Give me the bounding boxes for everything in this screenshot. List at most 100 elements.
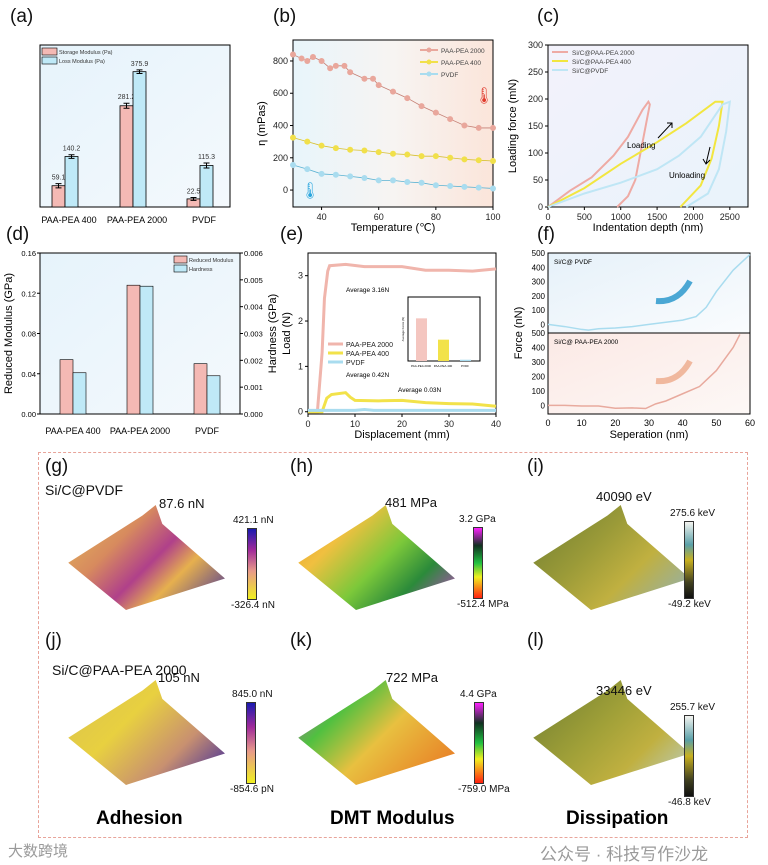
- panel-label-j: (j): [45, 630, 62, 651]
- legend-label: PAA-PEA 400: [346, 351, 389, 358]
- data-point: [370, 75, 376, 82]
- legend-marker: [426, 47, 432, 53]
- x-tick-label: 500: [577, 212, 592, 222]
- y2-tick-label: 0.001: [244, 383, 263, 392]
- annotation-average-pvdf: Average 0.03N: [398, 387, 442, 394]
- inset-y-label: Average Force (N): [401, 317, 405, 342]
- legend-label: Si/C@PAA-PEA 400: [572, 59, 631, 66]
- data-point: [475, 184, 482, 191]
- afm-average-value-i: 40090 eV: [596, 489, 652, 504]
- thermometer-cold-icon: 🌡: [300, 182, 320, 200]
- data-point: [375, 177, 382, 184]
- bar: [199, 165, 214, 208]
- y-tick-label: 200: [532, 372, 546, 381]
- x-axis-label: Displacement (mm): [354, 429, 449, 441]
- data-point: [304, 138, 311, 145]
- data-point: [318, 170, 325, 177]
- series-line-e-0: [308, 262, 497, 414]
- x-tick-label: 20: [397, 419, 407, 429]
- arrow-up-icon: [657, 122, 673, 139]
- colorbar-max-label-h: 3.2 GPa: [459, 514, 496, 525]
- y-tick-label: 100: [532, 387, 546, 396]
- colorbar-h: [473, 527, 483, 599]
- x-tick-label: 10: [350, 419, 360, 429]
- y-tick-label: 200: [532, 292, 546, 301]
- sample-label-pvdf: Si/C@PVDF: [45, 482, 123, 498]
- colorbar-l: [684, 715, 694, 797]
- panel-label-h: (h): [290, 456, 314, 477]
- legend-swatch: [41, 56, 58, 65]
- error-bar: [190, 196, 197, 201]
- y-tick-label: 0.04: [21, 370, 36, 379]
- data-point: [390, 177, 396, 184]
- data-point: [432, 182, 439, 189]
- bar: [72, 372, 87, 415]
- error-bar: [123, 102, 130, 109]
- inset-category-label: PAA-PEA 2000: [411, 364, 431, 368]
- x-tick-label: 0: [305, 419, 310, 429]
- y-tick-label: 0: [541, 401, 546, 410]
- x-tick-label: 1000: [611, 212, 631, 222]
- y2-tick-label: 0.003: [244, 330, 263, 339]
- bar: [126, 284, 141, 415]
- data-label: 281.2: [118, 94, 136, 101]
- bar: [64, 156, 79, 208]
- panel-label-b: (b): [273, 6, 297, 27]
- y-tick-label: 2: [298, 316, 303, 326]
- legend-marker: [426, 59, 432, 65]
- y-tick-label: 100: [532, 306, 546, 315]
- category-label: PVDF: [195, 426, 220, 436]
- afm-average-value-h: 481 MPa: [385, 495, 438, 510]
- y2-tick-label: 0.006: [244, 249, 263, 258]
- bar: [119, 105, 134, 208]
- error-bar: [203, 162, 210, 169]
- inset-category-label: PAA-PEA 400: [434, 364, 453, 368]
- x-tick-label: 40: [678, 418, 688, 428]
- sample-label-paa-pea-2000: Si/C@PAA-PEA 2000: [52, 662, 187, 678]
- legend-swatch: [41, 47, 58, 56]
- colorbar-i: [684, 521, 694, 599]
- x-tick-label: 80: [431, 212, 441, 222]
- panel-sample-label: Si/C@ PVDF: [554, 259, 592, 266]
- y-axis-label: Force (nN): [513, 307, 525, 360]
- data-label: 140.2: [63, 146, 81, 153]
- column-title-dmt-modulus: DMT Modulus: [330, 808, 455, 829]
- y-tick-label: 0: [283, 185, 288, 195]
- series-line-c-1: [547, 100, 724, 208]
- x-tick-label: 0: [545, 418, 550, 428]
- bar: [132, 71, 147, 208]
- bar: [139, 285, 154, 415]
- bar: [59, 359, 74, 415]
- curved-arrow-icon: [655, 279, 693, 305]
- data-point: [290, 51, 296, 58]
- y-tick-label: 300: [532, 358, 546, 367]
- x-tick-label: 40: [491, 419, 501, 429]
- inset-bar: [438, 339, 449, 361]
- afm-average-value-j: 105 nN: [158, 670, 200, 685]
- watermark-wechat: 公众号 · 科技写作沙龙: [540, 845, 709, 864]
- y-tick-label: 200: [273, 153, 288, 163]
- data-point: [290, 134, 296, 141]
- inset-bar: [416, 318, 427, 361]
- x-axis-label: Seperation (nm): [610, 429, 689, 441]
- y2-axis-label: Hardness (GPa): [267, 294, 279, 373]
- legend-label: PAA-PEA 2000: [346, 342, 393, 349]
- data-point: [347, 146, 354, 153]
- data-point: [347, 69, 354, 76]
- colorbar-max-label-g: 421.1 nN: [233, 515, 274, 526]
- panel-label-c: (c): [537, 6, 560, 27]
- y2-tick-label: 0.002: [244, 356, 263, 365]
- data-point: [475, 124, 482, 131]
- colorbar-min-label-j: -854.6 pN: [230, 784, 274, 795]
- data-point: [418, 179, 425, 186]
- y-tick-label: 200: [528, 94, 543, 104]
- data-point: [318, 57, 325, 64]
- category-label: PAA-PEA 2000: [110, 426, 170, 436]
- annotation-average-2000: Average 3.16N: [346, 287, 390, 294]
- y-tick-label: 800: [273, 56, 288, 66]
- arrow-down-icon: [702, 146, 711, 165]
- y-tick-label: 400: [273, 121, 288, 131]
- colorbar-max-label-j: 845.0 nN: [232, 689, 273, 700]
- x-axis-label: Temperature (℃): [351, 222, 436, 234]
- x-tick-label: 30: [444, 419, 454, 429]
